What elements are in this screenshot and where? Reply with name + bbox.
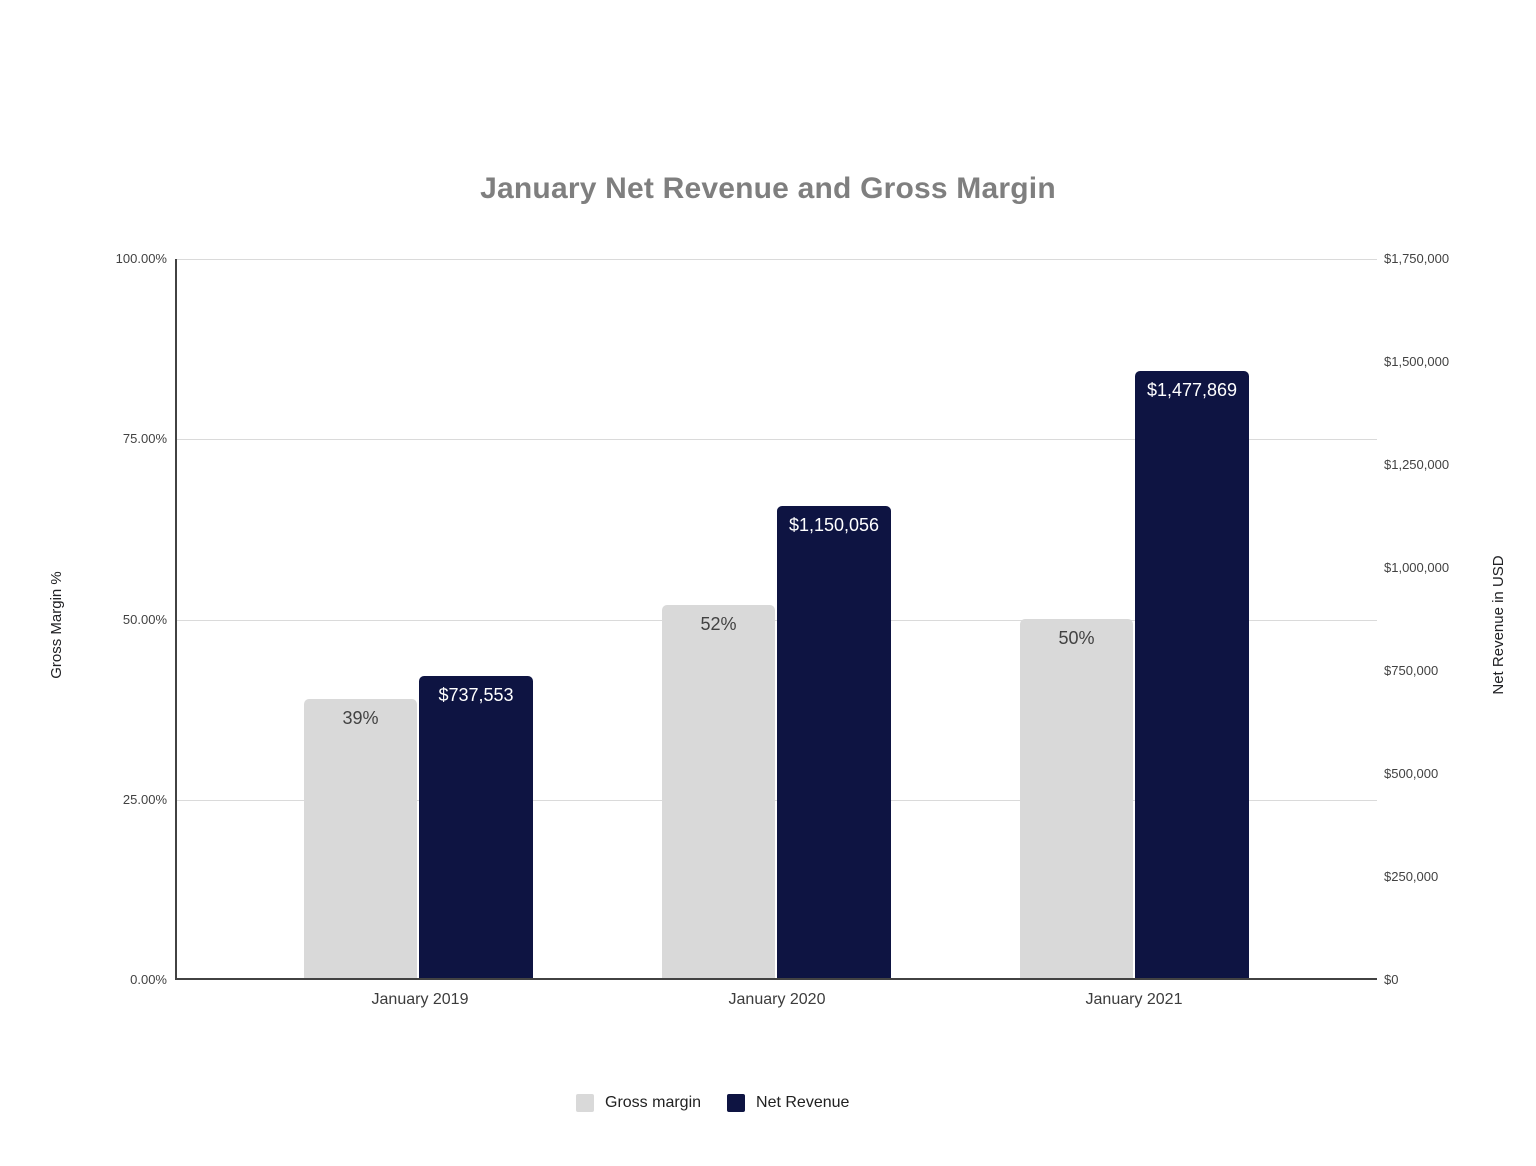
right-axis-tick: $1,000,000: [1384, 560, 1450, 575]
legend-label: Gross margin: [605, 1094, 702, 1111]
left-axis-line: [175, 259, 177, 980]
bar-net-revenue-january-2019[interactable]: $737,553: [419, 676, 533, 980]
left-axis-tick: 0.00%: [130, 972, 167, 987]
bar-gross-margin-january-2020[interactable]: 52%: [662, 605, 775, 980]
bar-value-label: $1,150,056: [788, 515, 880, 535]
right-axis-tick: $0: [1384, 972, 1399, 987]
gross-margin-swatch-icon: [576, 1093, 594, 1112]
net-revenue-swatch-icon: [727, 1093, 746, 1112]
right-axis-tick: $1,500,000: [1384, 354, 1450, 369]
x-axis-label-january-2021: January 2021: [1085, 991, 1183, 1008]
gridline-100pct: [175, 259, 1377, 260]
plot-area: 39% $737,553 52% $1,150,056 50% $1,477,8…: [175, 259, 1377, 980]
left-axis-tick: 75.00%: [122, 431, 167, 446]
bar-net-revenue-january-2020[interactable]: $1,150,056: [777, 506, 891, 980]
left-axis-tick: 100.00%: [115, 251, 167, 266]
gridline-25pct: [175, 800, 1377, 801]
right-axis-tick: $1,750,000: [1384, 251, 1450, 266]
bar-value-label: 50%: [1058, 628, 1095, 648]
right-axis-tick: $500,000: [1384, 766, 1439, 781]
x-axis-label-january-2019: January 2019: [371, 991, 469, 1008]
gridline-75pct: [175, 439, 1377, 440]
bar-net-revenue-january-2021[interactable]: $1,477,869: [1135, 371, 1249, 980]
right-axis-tick: $250,000: [1384, 869, 1439, 884]
x-axis-line: [175, 978, 1377, 980]
gridline-50pct: [175, 620, 1377, 621]
right-axis-tick: $750,000: [1384, 663, 1439, 678]
left-axis-tick: 25.00%: [122, 792, 167, 807]
bar-value-label: 52%: [700, 614, 737, 634]
bar-value-label: 39%: [342, 708, 379, 728]
left-axis-tick: 50.00%: [122, 612, 167, 627]
legend: Gross margin Net Revenue: [576, 1093, 849, 1112]
bar-value-label: $737,553: [438, 685, 514, 705]
bar-value-label: $1,477,869: [1146, 380, 1238, 400]
right-axis-tick: $1,250,000: [1384, 457, 1450, 472]
bar-gross-margin-january-2019[interactable]: 39%: [304, 699, 417, 980]
legend-label: Net Revenue: [756, 1094, 850, 1111]
bar-gross-margin-january-2021[interactable]: 50%: [1020, 619, 1133, 980]
x-axis-label-january-2020: January 2020: [728, 991, 826, 1008]
legend-item-gross-margin[interactable]: Gross margin: [576, 1093, 701, 1112]
legend-item-net-revenue[interactable]: Net Revenue: [727, 1093, 849, 1112]
chart-title: January Net Revenue and Gross Margin: [480, 172, 1056, 205]
